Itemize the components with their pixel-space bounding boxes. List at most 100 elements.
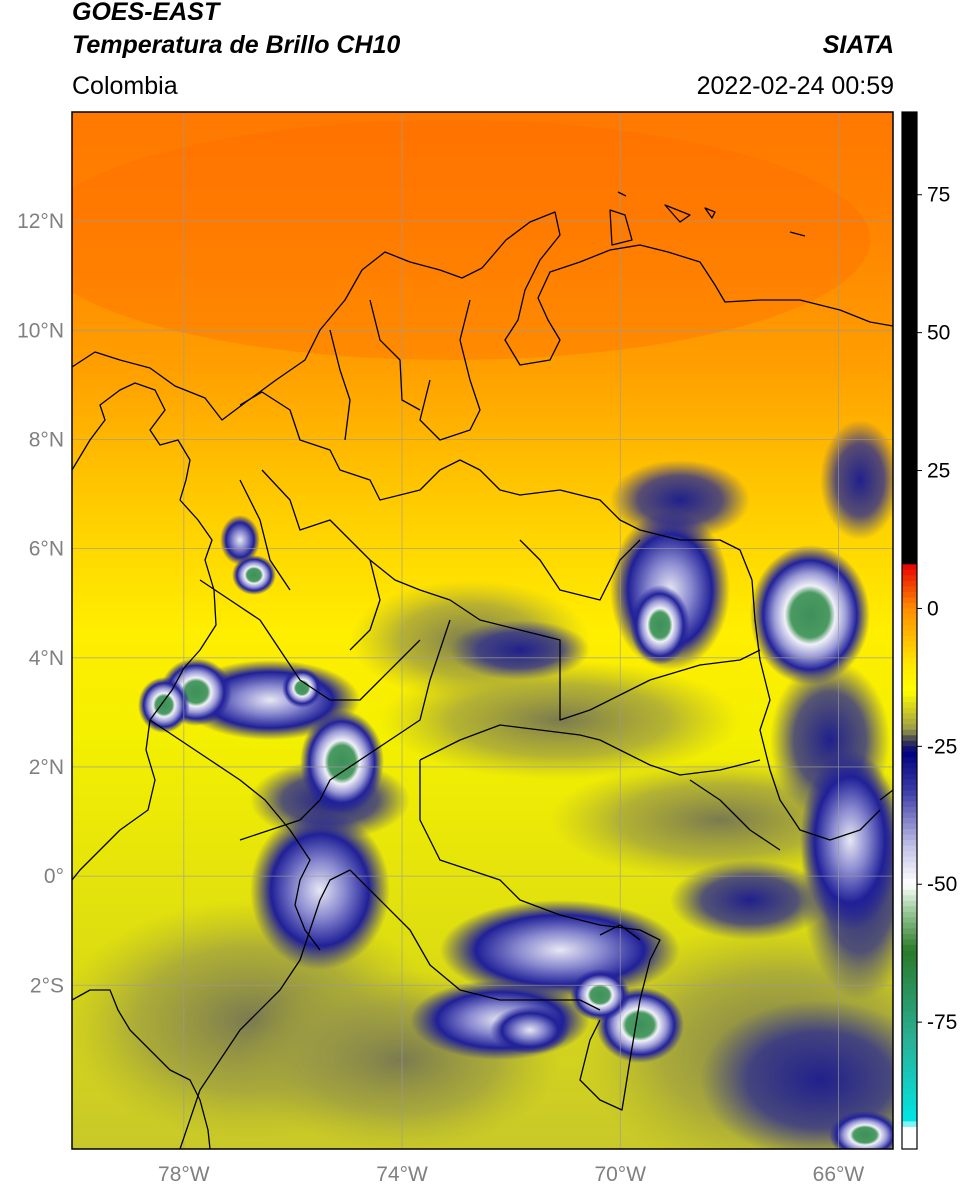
colorbar-segment <box>902 282 917 290</box>
colorbar-segment <box>902 873 917 880</box>
colorbar-segment <box>902 542 917 549</box>
colorbar-segment <box>902 145 917 152</box>
colorbar-segment <box>902 862 917 869</box>
colorbar-segment <box>902 476 917 483</box>
colorbar-segment <box>902 680 917 687</box>
agency-label: SIATA <box>822 31 894 59</box>
colorbar-segment <box>902 856 917 863</box>
colorbar-segment <box>902 818 917 825</box>
colorbar-segment <box>902 453 917 461</box>
map-frame <box>71 111 894 1150</box>
colorbar-segment <box>902 332 917 339</box>
colorbar-segment <box>902 1071 917 1078</box>
colorbar-segment <box>902 470 917 477</box>
colorbar-segment <box>902 437 917 444</box>
colorbar-segment <box>902 1132 917 1139</box>
longitude-labels: 78°W 74°W 70°W 66°W <box>158 1163 864 1186</box>
colorbar-segment <box>902 1000 917 1007</box>
colorbar-segment <box>902 702 917 709</box>
colorbar-segment <box>902 459 917 466</box>
colorbar-segment <box>902 1115 917 1123</box>
colorbar-segment <box>902 801 917 808</box>
colorbar-segment <box>902 327 917 334</box>
colorbar-segment <box>902 1005 917 1012</box>
colorbar-segment <box>902 966 917 974</box>
colorbar-tick-label: -25 <box>927 735 957 758</box>
colorbar-segment <box>902 1093 917 1100</box>
colorbar-segment <box>902 1066 917 1073</box>
colorbar-segment <box>902 983 917 990</box>
colorbar-segment <box>902 939 917 946</box>
longitude-tick-label: 74°W <box>376 1163 428 1186</box>
colorbar-segment <box>902 498 917 505</box>
colorbar-segment <box>902 442 917 450</box>
colorbar-segment <box>902 652 917 659</box>
colorbar-segment <box>902 387 917 394</box>
colorbar-segment <box>902 933 917 940</box>
colorbar-segment <box>902 536 917 543</box>
colorbar-segment <box>902 260 917 268</box>
colorbar-segment <box>902 382 917 389</box>
colorbar-segment <box>902 1027 917 1034</box>
colorbar-segment <box>902 139 917 146</box>
colorbar-segment <box>902 194 917 201</box>
colorbar-tick-label: 25 <box>927 460 950 483</box>
colorbar-segment <box>902 376 917 383</box>
colorbar-segment <box>902 928 917 935</box>
colorbar-segment <box>902 310 917 317</box>
colorbar-segment <box>902 227 917 234</box>
colorbar-segment <box>902 338 917 345</box>
colorbar-segment <box>902 834 917 841</box>
colorbar-segment <box>902 404 917 411</box>
colorbar-segment <box>902 735 917 742</box>
colorbar-segment <box>902 1011 917 1018</box>
latitude-tick-label: 8°N <box>29 428 64 451</box>
colorbar-segment <box>902 641 917 648</box>
colorbar-segment <box>902 922 917 929</box>
latitude-tick-label: 0° <box>44 865 64 888</box>
colorbar-segment <box>902 917 917 924</box>
colorbar-segment <box>902 955 917 963</box>
colorbar-segment <box>902 233 917 240</box>
colorbar-segment <box>902 167 917 174</box>
colorbar-segment <box>902 277 917 284</box>
colorbar-segment <box>902 249 917 257</box>
colorbar-segment <box>902 884 917 891</box>
colorbar-segment <box>902 365 917 372</box>
colorbar-segment <box>902 989 917 996</box>
colorbar-segment <box>902 1060 917 1067</box>
colorbar-segment <box>902 117 917 124</box>
colorbar-segment <box>902 178 917 185</box>
longitude-tick-label: 66°W <box>813 1163 865 1186</box>
colorbar-segment <box>902 305 917 312</box>
latitude-tick-label: 12°N <box>17 210 64 233</box>
colorbar-segment <box>902 183 917 190</box>
satellite-title: GOES-EAST <box>72 0 220 26</box>
colorbar-segment <box>902 746 917 753</box>
colorbar-segment <box>902 889 917 896</box>
colorbar-segment <box>902 150 917 157</box>
colorbar-segment <box>902 762 917 769</box>
colorbar-segment <box>902 211 917 218</box>
colorbar-segment <box>902 691 917 698</box>
colorbar-segment <box>902 189 917 196</box>
colorbar-segment <box>902 790 917 797</box>
coastlines-borders <box>72 191 893 1149</box>
colorbar-segment <box>902 630 917 637</box>
colorbar-segment <box>902 906 917 913</box>
colorbar-segment <box>902 647 917 654</box>
colorbar-segment <box>902 349 917 356</box>
colorbar-segment <box>902 1044 917 1051</box>
datetime-label: 2022-02-24 00:59 <box>696 72 894 100</box>
colorbar-segment <box>902 525 917 532</box>
colorbar-segment <box>902 321 917 328</box>
colorbar-segment <box>902 724 917 731</box>
colorbar-segment <box>902 757 917 764</box>
colorbar-segment <box>902 128 917 135</box>
colorbar-segment <box>902 547 917 554</box>
colorbar-segment <box>902 602 917 610</box>
colorbar-segment <box>902 1049 917 1056</box>
colorbar-tick-label: 0 <box>927 597 939 620</box>
colorbar-segment <box>902 807 917 814</box>
